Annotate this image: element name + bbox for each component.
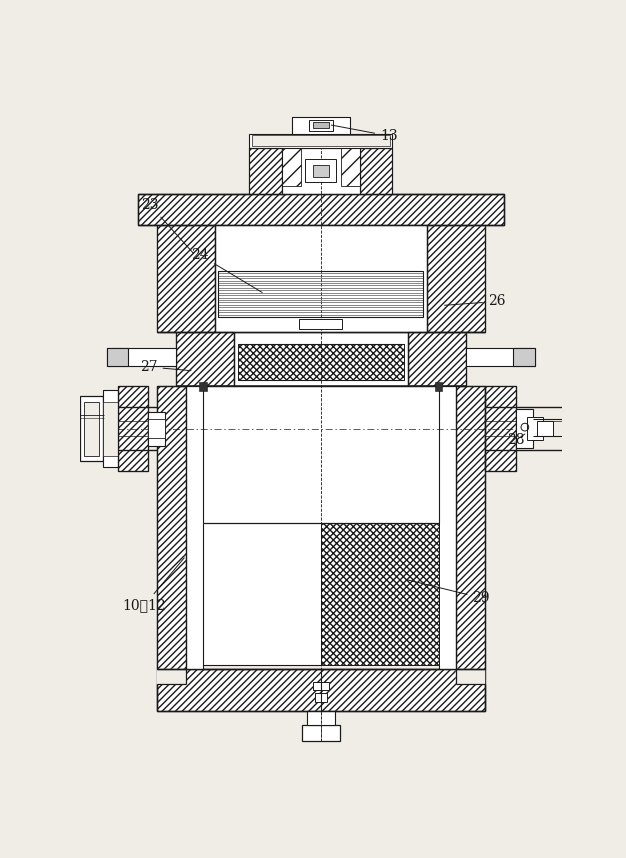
Bar	[157, 386, 186, 669]
Text: 28: 28	[507, 433, 525, 447]
Bar	[527, 417, 543, 440]
Bar	[107, 347, 128, 366]
Bar	[302, 725, 340, 740]
Bar	[485, 386, 516, 471]
Bar	[341, 148, 360, 186]
Bar	[199, 382, 207, 391]
Bar	[456, 386, 485, 669]
Bar	[336, 117, 350, 134]
Bar	[107, 347, 176, 366]
Bar	[218, 271, 423, 317]
Bar	[138, 194, 504, 225]
Bar	[238, 344, 404, 380]
Bar	[282, 148, 301, 186]
Text: 24: 24	[192, 248, 262, 293]
Bar	[485, 386, 516, 471]
Bar	[360, 148, 393, 194]
Bar	[84, 402, 99, 456]
Bar	[315, 692, 327, 702]
Bar	[408, 332, 466, 386]
Bar	[249, 148, 282, 194]
Bar	[360, 148, 393, 194]
Bar	[307, 711, 335, 725]
Bar	[186, 386, 203, 669]
Bar	[513, 347, 535, 366]
Text: 13: 13	[331, 125, 398, 143]
Bar	[157, 386, 186, 669]
Bar	[408, 332, 466, 386]
Bar	[148, 420, 165, 438]
Bar	[203, 523, 321, 665]
Text: 10、12: 10、12	[122, 558, 184, 613]
Text: 26: 26	[444, 294, 505, 309]
Bar	[309, 120, 333, 130]
Bar	[80, 396, 103, 461]
Bar	[215, 225, 427, 332]
Bar	[313, 166, 329, 177]
Bar	[313, 682, 329, 690]
Bar	[203, 386, 439, 523]
Bar	[249, 134, 393, 148]
Bar	[138, 194, 504, 225]
Bar	[516, 409, 533, 448]
Bar	[292, 117, 350, 134]
Bar	[249, 148, 282, 194]
Bar	[252, 136, 390, 146]
Bar	[176, 332, 234, 386]
Bar	[176, 332, 234, 386]
Bar	[427, 225, 485, 332]
Bar	[103, 402, 118, 456]
Bar	[103, 390, 118, 467]
Bar	[439, 386, 456, 669]
Bar	[456, 669, 485, 685]
Bar	[427, 225, 485, 332]
Bar	[435, 382, 443, 391]
Bar	[299, 318, 342, 329]
Bar	[157, 669, 485, 711]
Bar	[313, 122, 329, 129]
Bar	[148, 412, 165, 445]
Bar	[157, 225, 215, 332]
Bar	[456, 386, 485, 669]
Bar	[118, 386, 148, 471]
Bar	[234, 332, 408, 386]
Bar	[537, 421, 553, 437]
Bar	[157, 225, 215, 332]
Text: 29: 29	[406, 579, 490, 605]
Bar	[321, 523, 439, 665]
Text: 27: 27	[140, 360, 191, 374]
Text: 23: 23	[141, 198, 193, 253]
Bar	[466, 347, 535, 366]
Bar	[305, 160, 336, 182]
Bar	[157, 669, 186, 685]
Bar	[292, 117, 305, 134]
Bar	[282, 148, 360, 194]
Bar	[118, 386, 148, 471]
